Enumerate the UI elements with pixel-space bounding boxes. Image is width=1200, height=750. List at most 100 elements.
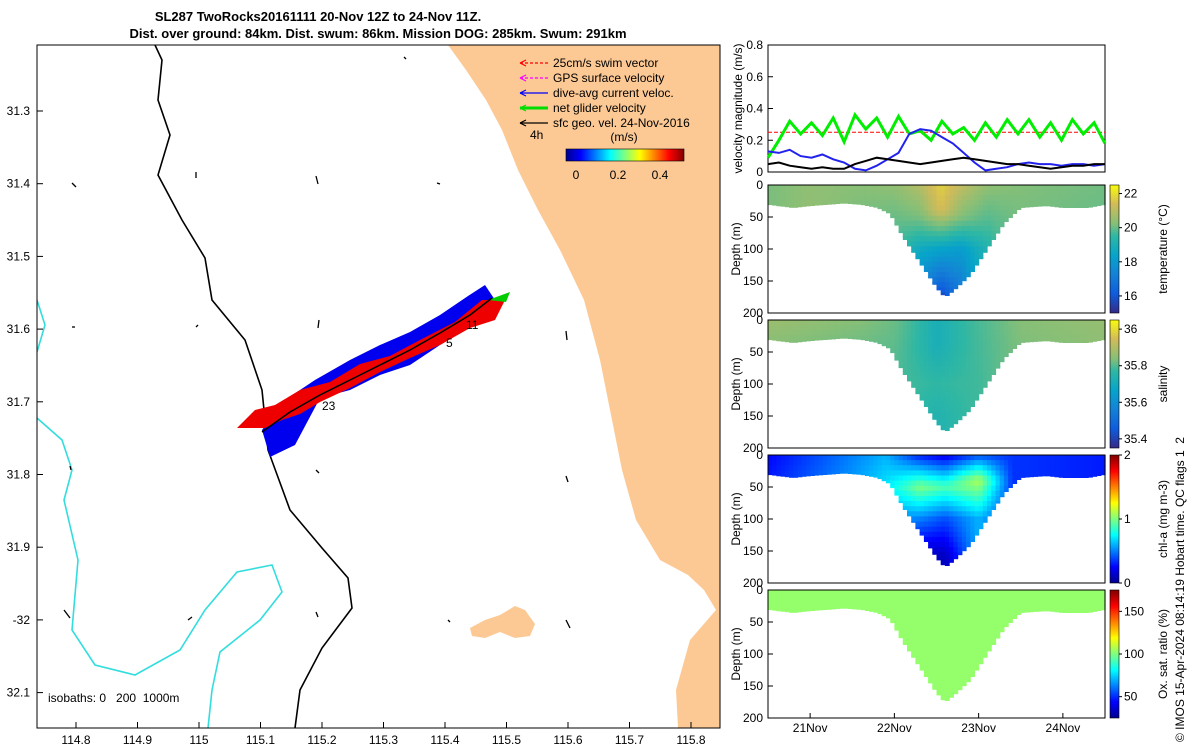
section-cell <box>902 205 908 212</box>
section-cell <box>831 195 836 201</box>
section-cell <box>902 231 908 237</box>
section-cell <box>936 320 942 326</box>
section-cell <box>839 325 845 331</box>
section-cell <box>818 590 824 596</box>
section-cell <box>869 590 874 596</box>
section-cell <box>970 501 975 507</box>
section-cell <box>860 200 866 206</box>
section-cell <box>1029 475 1034 478</box>
section-cell <box>940 661 946 668</box>
section-cell <box>949 246 954 253</box>
section-cell <box>987 215 992 222</box>
xtick-3: 24Nov <box>1046 721 1081 735</box>
isobath-1000m <box>37 299 283 728</box>
section-cell <box>1041 335 1047 342</box>
section-cell <box>987 610 992 617</box>
section-cell <box>1041 320 1047 326</box>
section-cell <box>1058 325 1064 331</box>
section-cell <box>999 625 1005 632</box>
section-cell <box>970 190 975 196</box>
section-cell <box>890 610 895 617</box>
section-cell <box>1025 460 1030 466</box>
section-cell <box>966 677 971 683</box>
section-cell <box>995 460 1001 466</box>
section-cell <box>894 595 900 601</box>
section-cell <box>932 480 938 487</box>
section-cell <box>1075 590 1081 596</box>
section-cell <box>923 335 929 342</box>
section-cell <box>970 325 975 331</box>
section-cell <box>1041 195 1047 201</box>
section-cell <box>987 620 992 627</box>
section-cell <box>919 325 925 331</box>
section-cell <box>1037 590 1043 596</box>
section-cell <box>974 325 980 331</box>
section-cell <box>966 656 971 663</box>
section-cell <box>928 371 933 377</box>
legend-arrowhead-3 <box>519 104 527 112</box>
section-cell <box>919 470 925 477</box>
section-cell <box>915 625 921 632</box>
section-cell <box>940 396 946 403</box>
section-cell <box>1054 320 1060 326</box>
section-cell <box>1088 205 1093 208</box>
section-cell <box>1054 605 1060 612</box>
section-cell <box>1071 455 1077 461</box>
section-cell <box>1012 470 1018 477</box>
section-cell <box>961 620 967 627</box>
section-cell <box>1003 350 1009 357</box>
section-cell <box>772 195 777 201</box>
section-cell <box>1083 325 1089 331</box>
section-cell <box>898 485 904 492</box>
vel-series-net-glider-velocity <box>766 111 1107 159</box>
section-cell <box>1008 615 1013 622</box>
section-cell <box>835 195 841 201</box>
section-cell <box>982 636 988 642</box>
section-cell <box>898 361 904 367</box>
section-cell <box>1025 465 1030 471</box>
section-cell <box>873 205 879 208</box>
section-cell <box>831 460 836 466</box>
section-cell <box>970 605 975 612</box>
section-cell <box>789 190 794 196</box>
section-cell <box>936 355 942 362</box>
section-cell <box>949 485 954 492</box>
section-cell <box>987 605 992 612</box>
section-cell <box>902 615 908 622</box>
section-cell <box>1008 325 1013 331</box>
section-cell <box>936 521 942 528</box>
section-cell <box>919 330 925 336</box>
section-cell <box>776 475 782 477</box>
section-cell <box>940 236 946 242</box>
section-cell <box>932 215 938 222</box>
section-cell <box>902 236 908 240</box>
section-cell <box>961 396 967 403</box>
section-cell <box>932 677 938 683</box>
section-cell <box>932 636 938 642</box>
section-cell <box>953 511 959 517</box>
section-cell <box>923 236 929 242</box>
section-cell <box>919 615 925 622</box>
section-cell <box>1058 185 1064 191</box>
section-cell <box>923 185 929 191</box>
section-cell <box>940 345 946 352</box>
section-cell <box>886 210 891 214</box>
section-cell <box>961 272 967 278</box>
section-cell <box>978 241 984 247</box>
section-cell <box>1088 595 1093 601</box>
section-cell <box>797 595 803 601</box>
section-cell <box>995 350 1001 357</box>
section-cell <box>978 516 984 523</box>
section-cell <box>898 490 904 497</box>
section-cell <box>810 325 815 331</box>
section-cell <box>915 366 921 372</box>
section-cell <box>961 335 967 342</box>
section-cell <box>814 595 820 601</box>
section-cell <box>974 210 980 217</box>
section-cell <box>831 185 836 191</box>
section-cell <box>852 455 857 461</box>
section-cell <box>831 600 836 606</box>
section-cell <box>961 361 967 367</box>
section-cell <box>932 266 938 273</box>
